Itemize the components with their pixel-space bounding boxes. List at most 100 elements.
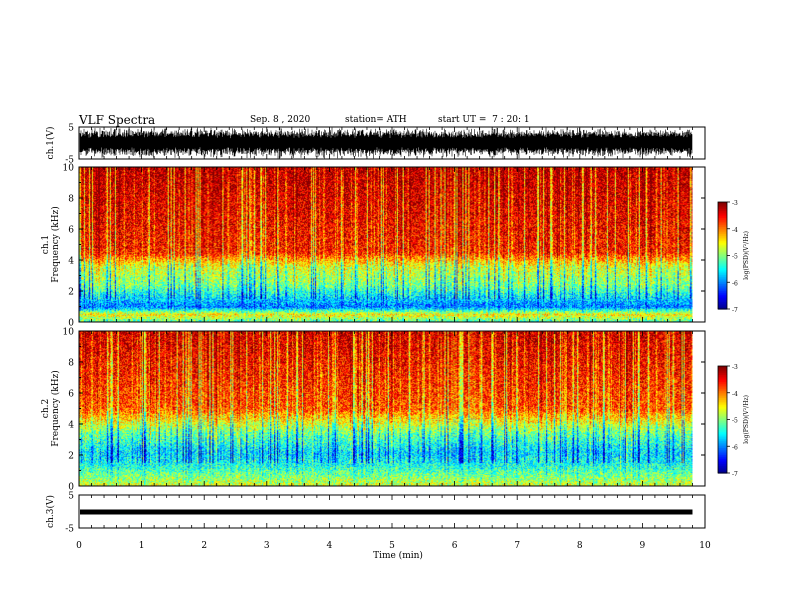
colorbar-segment bbox=[718, 455, 727, 458]
colorbar-segment bbox=[718, 387, 727, 390]
colorbar-segment bbox=[718, 291, 727, 294]
colorbar-segment bbox=[718, 465, 727, 469]
colorbar-segment bbox=[718, 390, 727, 394]
colorbar-segment bbox=[718, 433, 727, 437]
colorbar-segment bbox=[718, 421, 727, 424]
colorbar-segment bbox=[718, 241, 727, 244]
y-tick-label: 5 bbox=[68, 492, 74, 502]
x-tick-label: 9 bbox=[640, 541, 646, 551]
colorbar-segment bbox=[718, 203, 727, 207]
colorbar-segment bbox=[718, 282, 727, 285]
colorbar-segment bbox=[718, 218, 727, 221]
colorbar-tick-label: -3 bbox=[732, 200, 738, 207]
colorbar-segment bbox=[718, 237, 727, 241]
waveform-trace-ch1 bbox=[79, 127, 693, 159]
y-tick-label: 4 bbox=[68, 257, 74, 267]
y-axis-label-ch3: ch.3(V) bbox=[45, 495, 56, 528]
colorbar-segment bbox=[718, 273, 727, 276]
colorbar-segment bbox=[718, 276, 727, 280]
colorbar-segment bbox=[718, 410, 727, 413]
colorbar-segment bbox=[718, 260, 727, 264]
colorbar-segment bbox=[718, 223, 727, 226]
spectrogram-image-ch2 bbox=[79, 331, 693, 486]
colorbar-segment bbox=[718, 367, 727, 371]
colorbar-segment bbox=[718, 431, 727, 435]
colorbar-segment bbox=[718, 430, 727, 433]
colorbar-segment bbox=[718, 451, 727, 454]
colorbar-segment bbox=[718, 369, 727, 372]
colorbar-segment bbox=[718, 440, 727, 444]
colorbar-segment bbox=[718, 280, 727, 283]
colorbar-segment bbox=[718, 399, 727, 403]
y-axis-label-ch1: ch.1(V) bbox=[45, 127, 56, 160]
colorbar-segment bbox=[718, 374, 727, 378]
colorbar-segment bbox=[718, 453, 727, 456]
colorbar-segment bbox=[718, 210, 727, 214]
x-tick-label: 1 bbox=[139, 541, 145, 551]
colorbar-segment bbox=[718, 287, 727, 290]
colorbar-segment bbox=[718, 426, 727, 430]
colorbar-segment bbox=[718, 303, 727, 307]
colorbar-segment bbox=[718, 216, 727, 219]
colorbar-segment bbox=[718, 248, 727, 251]
y-axis-label-ch1: ch.1Frequency (kHz) bbox=[41, 206, 61, 283]
colorbar-segment bbox=[718, 284, 727, 287]
colorbar-segment bbox=[718, 449, 727, 453]
colorbar-segment bbox=[718, 412, 727, 415]
colorbar-segment bbox=[718, 257, 727, 260]
colorbar-segment bbox=[718, 225, 727, 228]
spectrogram-image-ch1 bbox=[79, 167, 693, 322]
colorbar-segment bbox=[718, 373, 727, 376]
x-axis-label: Time (min) bbox=[373, 550, 423, 561]
colorbar-segment bbox=[718, 285, 727, 289]
colorbar-segment bbox=[718, 209, 727, 212]
y-tick-label: 10 bbox=[63, 328, 75, 338]
y-tick-label: 10 bbox=[63, 164, 75, 174]
colorbar-segment bbox=[718, 376, 727, 380]
colorbar-segment bbox=[718, 439, 727, 442]
y-tick-label: 8 bbox=[68, 359, 74, 369]
colorbar-segment bbox=[718, 444, 727, 447]
colorbar-segment bbox=[718, 251, 727, 255]
colorbar-segment bbox=[718, 301, 727, 305]
colorbar-segment bbox=[718, 289, 727, 292]
y-tick-label: 8 bbox=[68, 195, 74, 205]
y-tick-label: -5 bbox=[65, 156, 74, 166]
y-tick-label: -5 bbox=[65, 525, 74, 535]
colorbar-segment bbox=[718, 467, 727, 471]
x-tick-label: 8 bbox=[577, 541, 583, 551]
colorbar-segment bbox=[718, 458, 727, 462]
y-tick-label: 4 bbox=[68, 421, 74, 431]
colorbar-segment bbox=[718, 417, 727, 421]
colorbar-label-ch1: log(PSD)(V²/Hz) bbox=[743, 231, 750, 280]
colorbar-tick-label: -7 bbox=[732, 307, 738, 314]
colorbar-segment bbox=[718, 259, 727, 262]
colorbar-segment bbox=[718, 219, 727, 223]
colorbar-segment bbox=[718, 235, 727, 239]
colorbar-segment bbox=[718, 267, 727, 271]
colorbar-segment bbox=[718, 214, 727, 217]
waveform-trace-ch3 bbox=[80, 509, 693, 515]
colorbar-segment bbox=[718, 275, 727, 278]
colorbar-segment bbox=[718, 232, 727, 235]
colorbar-segment bbox=[718, 414, 727, 417]
colorbar-segment bbox=[718, 423, 727, 426]
y-tick-label: 6 bbox=[68, 226, 74, 236]
x-tick-label: 0 bbox=[76, 541, 82, 551]
colorbar-tick-label: -6 bbox=[732, 444, 738, 451]
colorbar-segment bbox=[718, 264, 727, 267]
y-tick-label: 6 bbox=[68, 390, 74, 400]
colorbar-segment bbox=[718, 228, 727, 232]
colorbar-segment bbox=[718, 366, 727, 369]
colorbar-segment bbox=[718, 296, 727, 299]
colorbar-segment bbox=[718, 415, 727, 419]
y-tick-label: 0 bbox=[68, 319, 74, 329]
colorbar-segment bbox=[718, 398, 727, 401]
colorbar-segment bbox=[718, 298, 727, 301]
colorbar-segment bbox=[718, 266, 727, 269]
colorbar-segment bbox=[718, 396, 727, 399]
colorbar-tick-label: -4 bbox=[732, 227, 738, 234]
colorbar-segment bbox=[718, 230, 727, 233]
colorbar-segment bbox=[718, 408, 727, 412]
y-tick-label: 0 bbox=[68, 483, 74, 493]
